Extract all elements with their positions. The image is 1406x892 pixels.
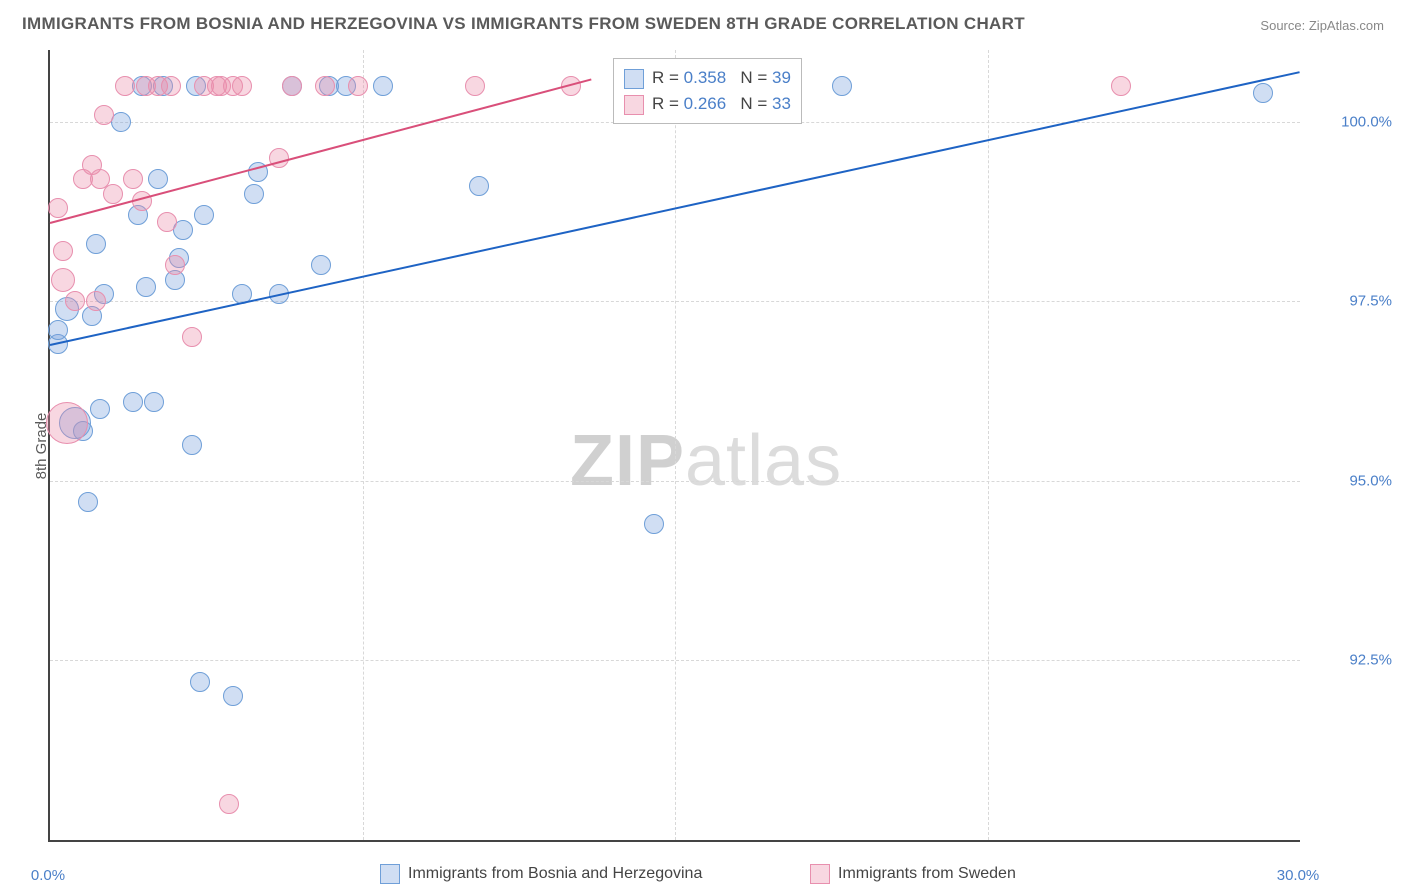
chart-title: IMMIGRANTS FROM BOSNIA AND HERZEGOVINA V… [22, 14, 1025, 34]
stats-n-value: 39 [772, 68, 791, 87]
point-sweden [182, 327, 202, 347]
point-sweden [94, 105, 114, 125]
legend-label: Immigrants from Bosnia and Herzegovina [408, 865, 702, 882]
stats-r-label: R = [652, 68, 684, 87]
point-bosnia [123, 392, 143, 412]
point-bosnia [90, 399, 110, 419]
point-bosnia [194, 205, 214, 225]
x-tick-label: 0.0% [31, 867, 65, 884]
gridline-v [675, 50, 676, 840]
point-bosnia [644, 514, 664, 534]
source-label: Source: [1260, 18, 1305, 33]
point-bosnia [86, 234, 106, 254]
y-tick-label: 97.5% [1349, 293, 1392, 310]
stats-swatch [624, 95, 644, 115]
legend-item: Immigrants from Bosnia and Herzegovina [380, 864, 702, 884]
point-sweden [103, 184, 123, 204]
watermark-bold: ZIP [570, 421, 685, 501]
point-bosnia [190, 672, 210, 692]
point-sweden [65, 291, 85, 311]
stats-row: R = 0.358 N = 39 [624, 65, 791, 91]
point-sweden [48, 198, 68, 218]
point-bosnia [136, 277, 156, 297]
point-bosnia [373, 76, 393, 96]
point-bosnia [223, 686, 243, 706]
point-sweden [315, 76, 335, 96]
point-sweden [157, 212, 177, 232]
point-sweden [123, 169, 143, 189]
stats-row: R = 0.266 N = 33 [624, 91, 791, 117]
point-sweden [86, 291, 106, 311]
point-sweden [53, 241, 73, 261]
y-tick-label: 95.0% [1349, 472, 1392, 489]
point-sweden [161, 76, 181, 96]
regression-line-sweden [50, 79, 592, 225]
point-bosnia [832, 76, 852, 96]
point-sweden [232, 76, 252, 96]
point-sweden [51, 268, 75, 292]
legend-item: Immigrants from Sweden [810, 864, 1016, 884]
point-bosnia [469, 176, 489, 196]
point-bosnia [48, 320, 68, 340]
point-bosnia [148, 169, 168, 189]
watermark-rest: atlas [685, 421, 842, 501]
legend-swatch [810, 864, 830, 884]
point-bosnia [182, 435, 202, 455]
legend-label: Immigrants from Sweden [838, 865, 1016, 882]
point-bosnia [1253, 83, 1273, 103]
point-sweden [348, 76, 368, 96]
stats-box: R = 0.358 N = 39R = 0.266 N = 33 [613, 58, 802, 124]
gridline-v [988, 50, 989, 840]
source-value: ZipAtlas.com [1309, 18, 1384, 33]
point-bosnia [78, 492, 98, 512]
y-tick-label: 92.5% [1349, 652, 1392, 669]
stats-n-label: N = [740, 94, 772, 113]
point-sweden [219, 794, 239, 814]
point-bosnia [311, 255, 331, 275]
point-bosnia [244, 184, 264, 204]
stats-n-value: 33 [772, 94, 791, 113]
point-sweden [1111, 76, 1131, 96]
point-sweden [46, 402, 88, 444]
stats-n-label: N = [740, 68, 772, 87]
source-attribution: Source: ZipAtlas.com [1260, 18, 1384, 33]
point-bosnia [144, 392, 164, 412]
scatter-plot: ZIPatlas R = 0.358 N = 39R = 0.266 N = 3… [48, 50, 1300, 842]
stats-r-label: R = [652, 94, 684, 113]
x-tick-label: 30.0% [1277, 867, 1320, 884]
watermark: ZIPatlas [570, 420, 842, 502]
point-sweden [282, 76, 302, 96]
stats-r-value: 0.358 [684, 68, 727, 87]
gridline-v [363, 50, 364, 840]
point-sweden [115, 76, 135, 96]
stats-r-value: 0.266 [684, 94, 727, 113]
stats-swatch [624, 69, 644, 89]
legend-swatch [380, 864, 400, 884]
point-sweden [465, 76, 485, 96]
point-sweden [165, 255, 185, 275]
y-tick-label: 100.0% [1341, 113, 1392, 130]
